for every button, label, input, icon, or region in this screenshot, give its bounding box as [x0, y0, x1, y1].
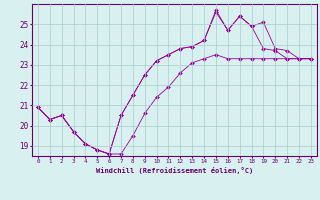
X-axis label: Windchill (Refroidissement éolien,°C): Windchill (Refroidissement éolien,°C) [96, 167, 253, 174]
